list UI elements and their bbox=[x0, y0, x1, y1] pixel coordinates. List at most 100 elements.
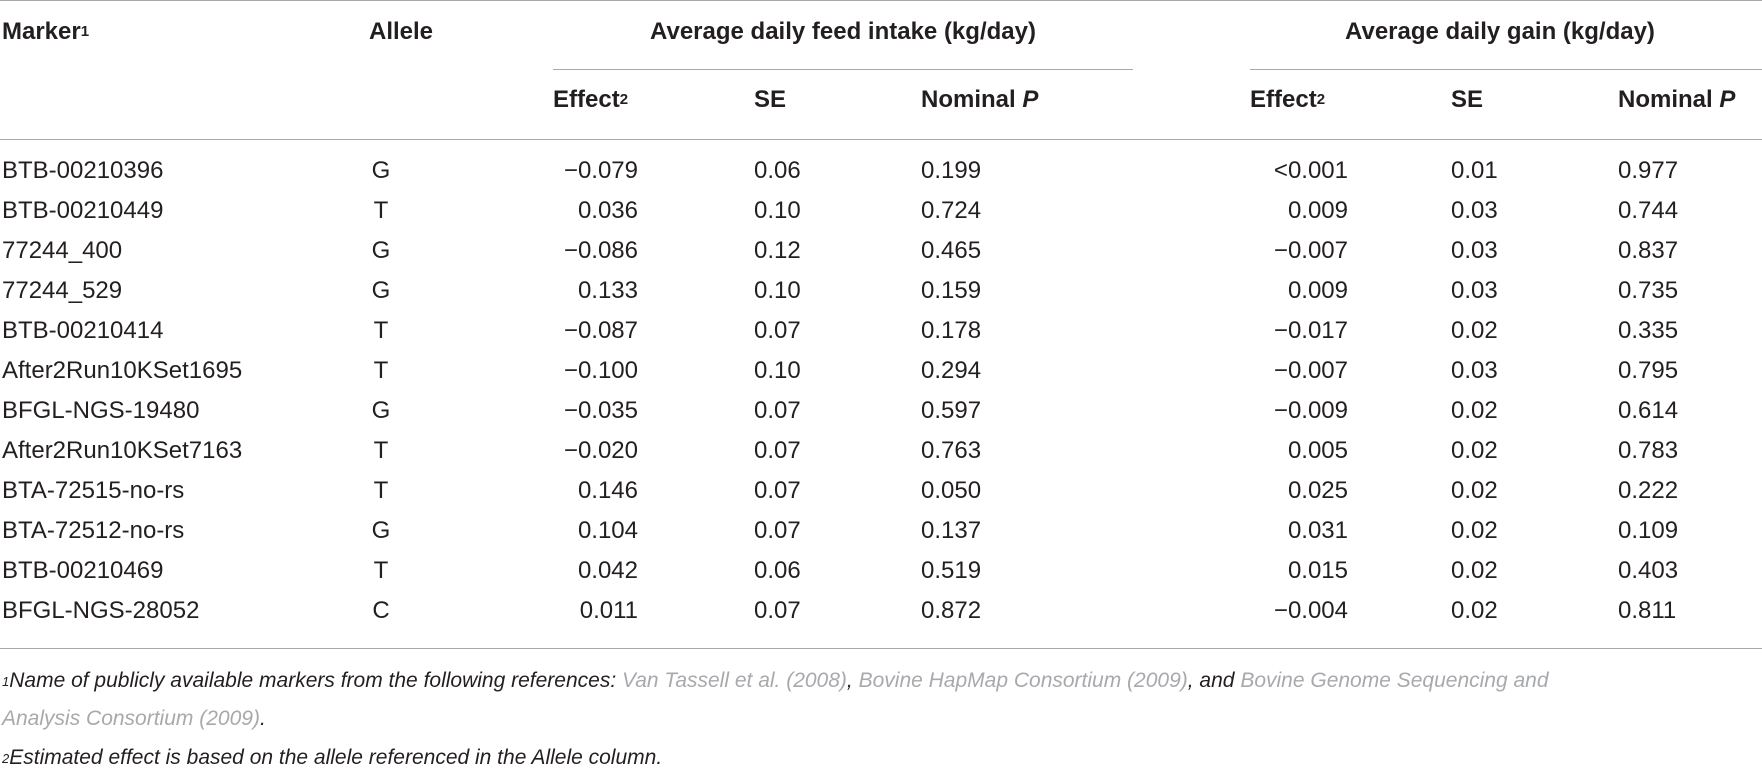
header-adfi-se: SE bbox=[754, 86, 787, 113]
cell-adg-p: 0.783 bbox=[1618, 437, 1679, 464]
cell-adg-se: 0.02 bbox=[1451, 317, 1498, 344]
cell-allele: G bbox=[371, 517, 391, 544]
cell-allele: G bbox=[371, 277, 391, 304]
header-adfi-nominal-p: Nominal P bbox=[921, 86, 1039, 113]
cell-adg-effect: 0.025 bbox=[1287, 477, 1348, 504]
cell-marker: BFGL-NGS-28052 bbox=[2, 597, 200, 624]
cell-adg-se: 0.02 bbox=[1451, 517, 1498, 544]
cell-adfi-effect: 0.036 bbox=[577, 197, 638, 224]
cell-adfi-p: 0.178 bbox=[921, 317, 982, 344]
cell-adfi-p: 0.519 bbox=[921, 557, 982, 584]
footnote-1-line-2: Analysis Consortium (2009). bbox=[2, 707, 266, 730]
cell-allele: T bbox=[373, 197, 389, 224]
footnote-1-line-1: 1Name of publicly available markers from… bbox=[2, 669, 1549, 692]
cell-adfi-effect: 0.133 bbox=[577, 277, 638, 304]
cell-adfi-effect: −0.100 bbox=[563, 357, 638, 384]
cell-adfi-se: 0.07 bbox=[754, 597, 801, 624]
cell-adfi-p: 0.724 bbox=[921, 197, 982, 224]
cell-adg-p: 0.811 bbox=[1618, 597, 1677, 624]
cell-adg-se: 0.02 bbox=[1451, 437, 1498, 464]
cell-adfi-effect: 0.104 bbox=[577, 517, 638, 544]
cell-adg-se: 0.02 bbox=[1451, 557, 1498, 584]
reference-link[interactable]: Van Tassell et al. (2008) bbox=[622, 669, 847, 692]
footnote-2: 2Estimated effect is based on the allele… bbox=[2, 746, 663, 769]
cell-adg-p: 0.744 bbox=[1618, 197, 1679, 224]
cell-adfi-se: 0.07 bbox=[754, 397, 801, 424]
cell-adfi-p: 0.294 bbox=[921, 357, 982, 384]
cell-marker: BTB-00210449 bbox=[2, 197, 164, 224]
cell-adfi-se: 0.07 bbox=[754, 477, 801, 504]
cell-adfi-p: 0.597 bbox=[921, 397, 982, 424]
cell-adfi-effect: 0.011 bbox=[579, 597, 638, 624]
cell-adfi-se: 0.06 bbox=[754, 157, 801, 184]
cell-adfi-p: 0.465 bbox=[921, 237, 982, 264]
cell-adg-p: 0.109 bbox=[1618, 517, 1679, 544]
cell-marker: BTB-00210396 bbox=[2, 157, 164, 184]
top-rule bbox=[0, 0, 1762, 1]
cell-allele: G bbox=[371, 157, 391, 184]
cell-adg-effect: −0.007 bbox=[1273, 237, 1348, 264]
cell-adfi-se: 0.06 bbox=[754, 557, 801, 584]
cell-adg-se: 0.01 bbox=[1451, 157, 1498, 184]
reference-link[interactable]: Bovine Genome Sequencing and bbox=[1240, 669, 1549, 692]
cell-marker: BTA-72515-no-rs bbox=[2, 477, 185, 504]
cell-marker: BFGL-NGS-19480 bbox=[2, 397, 200, 424]
cell-adg-effect: 0.009 bbox=[1287, 277, 1348, 304]
cell-adg-effect: −0.007 bbox=[1273, 357, 1348, 384]
cell-adfi-se: 0.07 bbox=[754, 517, 801, 544]
header-adg-se: SE bbox=[1451, 86, 1484, 113]
header-adfi-effect: Effect2 bbox=[553, 86, 629, 113]
cell-adg-se: 0.03 bbox=[1451, 357, 1498, 384]
cell-adg-p: 0.795 bbox=[1618, 357, 1679, 384]
header-allele: Allele bbox=[369, 18, 434, 45]
cell-allele: T bbox=[373, 557, 389, 584]
cell-adg-se: 0.03 bbox=[1451, 237, 1498, 264]
cell-adfi-effect: −0.079 bbox=[563, 157, 638, 184]
cell-adg-p: 0.335 bbox=[1618, 317, 1679, 344]
cell-adg-effect: 0.009 bbox=[1287, 197, 1348, 224]
cell-adfi-p: 0.872 bbox=[921, 597, 982, 624]
cell-marker: BTA-72512-no-rs bbox=[2, 517, 185, 544]
header-adg-nominal-p: Nominal P bbox=[1618, 86, 1736, 113]
cell-allele: T bbox=[373, 357, 389, 384]
cell-adfi-se: 0.12 bbox=[754, 237, 801, 264]
cell-adfi-p: 0.763 bbox=[921, 437, 982, 464]
cell-marker: After2Run10KSet1695 bbox=[2, 357, 243, 384]
cell-adg-p: 0.614 bbox=[1618, 397, 1679, 424]
cell-adg-effect: −0.009 bbox=[1273, 397, 1348, 424]
cell-adg-effect: −0.017 bbox=[1273, 317, 1348, 344]
cell-adg-p: 0.403 bbox=[1618, 557, 1679, 584]
cell-allele: G bbox=[371, 237, 391, 264]
cell-allele: G bbox=[371, 397, 391, 424]
cell-adg-effect: 0.031 bbox=[1287, 517, 1348, 544]
cell-adfi-se: 0.10 bbox=[754, 197, 801, 224]
cell-adg-p: 0.735 bbox=[1618, 277, 1679, 304]
reference-link[interactable]: Analysis Consortium (2009) bbox=[2, 707, 260, 730]
header-adg-effect: Effect2 bbox=[1250, 86, 1326, 113]
cell-marker: BTB-00210469 bbox=[2, 557, 164, 584]
cell-adfi-p: 0.137 bbox=[921, 517, 982, 544]
cell-allele: T bbox=[373, 317, 389, 344]
cell-adg-effect: 0.015 bbox=[1287, 557, 1348, 584]
cell-adg-se: 0.03 bbox=[1451, 197, 1498, 224]
cell-adfi-se: 0.10 bbox=[754, 277, 801, 304]
adg-group-rule bbox=[1250, 69, 1762, 70]
cell-adg-se: 0.02 bbox=[1451, 477, 1498, 504]
cell-adg-p: 0.837 bbox=[1618, 237, 1679, 264]
cell-adfi-effect: −0.086 bbox=[563, 237, 638, 264]
header-group-daily-gain: Average daily gain (kg/day) bbox=[1345, 18, 1655, 45]
cell-allele: T bbox=[373, 477, 389, 504]
cell-adfi-p: 0.050 bbox=[921, 477, 982, 504]
cell-adg-effect: <0.001 bbox=[1273, 157, 1348, 184]
cell-adg-p: 0.222 bbox=[1618, 477, 1679, 504]
cell-adg-effect: −0.004 bbox=[1273, 597, 1348, 624]
cell-adg-se: 0.02 bbox=[1451, 597, 1498, 624]
cell-adfi-effect: −0.035 bbox=[563, 397, 638, 424]
adfi-group-rule bbox=[553, 69, 1133, 70]
cell-adg-se: 0.03 bbox=[1451, 277, 1498, 304]
cell-adfi-p: 0.199 bbox=[921, 157, 982, 184]
cell-adfi-p: 0.159 bbox=[921, 277, 982, 304]
cell-adfi-effect: 0.042 bbox=[577, 557, 638, 584]
cell-marker: 77244_529 bbox=[2, 277, 123, 304]
reference-link[interactable]: Bovine HapMap Consortium (2009) bbox=[858, 669, 1188, 692]
